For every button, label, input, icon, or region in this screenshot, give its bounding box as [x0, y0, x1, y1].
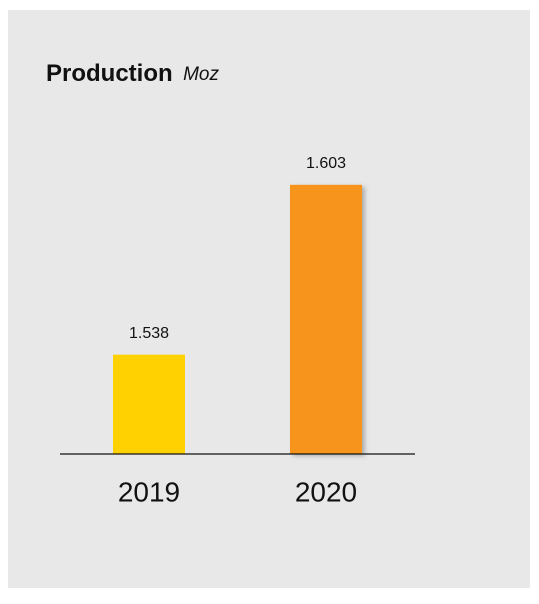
bar [113, 354, 185, 454]
title-text: Production [46, 60, 173, 87]
x-tick-label: 2020 [295, 476, 357, 507]
bar [290, 184, 362, 454]
chart-title: Production Moz [46, 60, 220, 87]
x-tick-label: 2019 [118, 476, 180, 507]
value-label: 1.538 [129, 325, 169, 342]
panel [8, 10, 530, 588]
value-label: 1.603 [306, 155, 346, 172]
unit-text: Moz [183, 64, 219, 85]
